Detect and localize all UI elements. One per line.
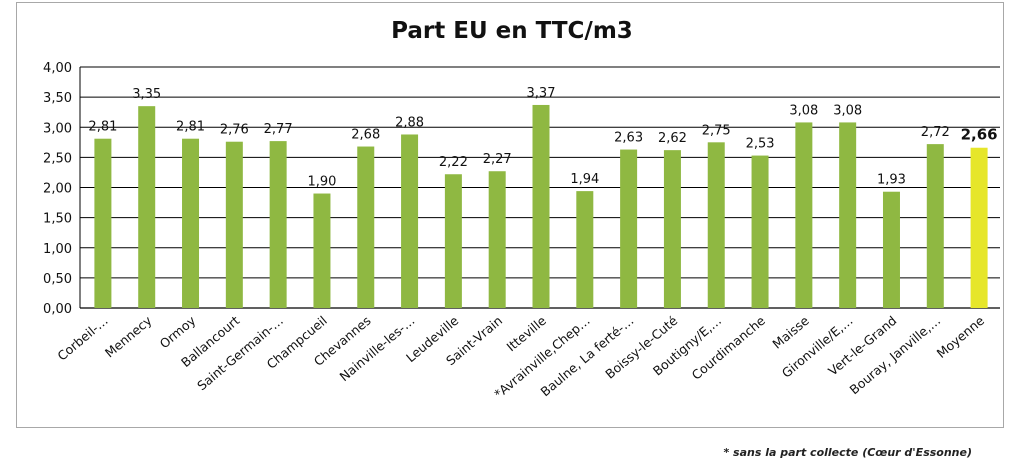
y-tick-label: 4,00 bbox=[43, 61, 72, 76]
bars bbox=[94, 104, 988, 309]
x-tick-label: Nainville-les-… bbox=[337, 313, 418, 384]
bar bbox=[970, 147, 988, 308]
bar bbox=[576, 191, 594, 308]
y-tick-label: 1,00 bbox=[43, 242, 72, 257]
footnote: * sans la part collecte (Cœur d'Essonne) bbox=[723, 446, 972, 459]
data-label: 2,76 bbox=[220, 123, 249, 138]
bar bbox=[707, 142, 725, 308]
bar bbox=[225, 141, 243, 308]
data-label: 2,66 bbox=[961, 126, 998, 144]
data-label: 2,63 bbox=[614, 131, 643, 146]
data-labels: 2,81 3,35 2,81 2,76 2,77 1,90 2,68 2,88 2,22 2,27… bbox=[88, 86, 997, 190]
bar bbox=[182, 138, 200, 308]
data-label: 3,08 bbox=[789, 103, 818, 118]
x-tick-label: Mennecy bbox=[102, 312, 155, 360]
data-label: 2,72 bbox=[921, 125, 950, 140]
data-label: 1,93 bbox=[877, 173, 906, 188]
bar bbox=[532, 104, 550, 309]
bar bbox=[357, 146, 375, 308]
bar bbox=[269, 141, 287, 308]
y-tick-label: 0,00 bbox=[43, 302, 72, 317]
data-label: 2,75 bbox=[702, 123, 731, 138]
y-tick-label: 2,00 bbox=[43, 182, 72, 197]
bar bbox=[620, 149, 638, 308]
bar bbox=[839, 122, 857, 309]
y-axis-ticks: 0,00 0,50 1,00 1,50 2,00 2,50 3,00 3,50 4,00 bbox=[43, 61, 72, 317]
bar bbox=[444, 174, 462, 308]
data-label: 2,88 bbox=[395, 115, 424, 130]
data-label: 2,81 bbox=[176, 120, 205, 135]
data-label: 3,37 bbox=[527, 86, 556, 101]
bar bbox=[488, 171, 506, 308]
data-label: 2,27 bbox=[483, 152, 512, 167]
data-label: 1,94 bbox=[570, 172, 599, 187]
data-label: 2,68 bbox=[351, 128, 380, 143]
data-label: 3,08 bbox=[833, 103, 862, 118]
data-label: 2,62 bbox=[658, 131, 687, 146]
data-label: 3,35 bbox=[132, 87, 161, 102]
data-label: 2,77 bbox=[264, 122, 293, 137]
bar bbox=[795, 122, 813, 309]
data-label: 2,53 bbox=[746, 137, 775, 152]
bar bbox=[751, 155, 769, 308]
y-tick-label: 3,00 bbox=[43, 121, 72, 136]
bar bbox=[882, 191, 900, 308]
x-axis-ticks: Corbeil-…Mennecy OrmoyBallancourtSaint-Ge… bbox=[54, 312, 987, 401]
y-tick-label: 0,50 bbox=[43, 272, 72, 287]
y-tick-label: 3,50 bbox=[43, 91, 72, 106]
bar bbox=[313, 193, 331, 308]
x-tick-label: Moyenne bbox=[934, 313, 988, 361]
chart-title: Part EU en TTC/m3 bbox=[391, 18, 633, 44]
bar bbox=[926, 144, 944, 308]
x-tick-label: Corbeil-… bbox=[54, 313, 110, 364]
y-tick-label: 2,50 bbox=[43, 151, 72, 166]
data-label: 2,22 bbox=[439, 155, 468, 170]
data-label: 2,81 bbox=[88, 120, 117, 135]
bar bbox=[663, 150, 681, 308]
bar bbox=[401, 134, 419, 308]
y-tick-label: 1,50 bbox=[43, 212, 72, 227]
bar bbox=[138, 106, 156, 308]
x-tick-label: Courdimanche bbox=[689, 313, 768, 383]
bar bbox=[94, 138, 112, 308]
data-label: 1,90 bbox=[307, 175, 336, 190]
